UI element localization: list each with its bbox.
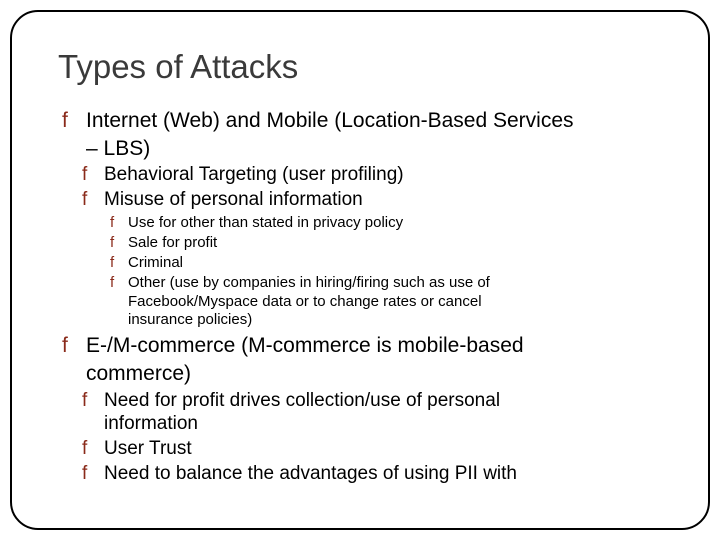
- bullet-level1-continuation: – LBS): [86, 136, 678, 162]
- bullet-level3: Sale for profit: [110, 234, 678, 252]
- bullet-level2: Need for profit drives collection/use of…: [82, 389, 678, 412]
- bullet-level3: Use for other than stated in privacy pol…: [110, 214, 678, 232]
- bullet-level1: Internet (Web) and Mobile (Location-Base…: [62, 108, 678, 134]
- bullet-level3: Other (use by companies in hiring/firing…: [110, 274, 678, 292]
- bullet-level2: Misuse of personal information: [82, 188, 678, 211]
- bullet-level2: Need to balance the advantages of using …: [82, 462, 678, 485]
- bullet-level3-continuation: insurance policies): [128, 311, 678, 329]
- bullet-level3: Criminal: [110, 254, 678, 272]
- bullet-level1: E-/M-commerce (M-commerce is mobile-base…: [62, 333, 678, 359]
- slide: Types of Attacks Internet (Web) and Mobi…: [0, 0, 720, 540]
- slide-title: Types of Attacks: [58, 48, 678, 86]
- bullet-level1-continuation: commerce): [86, 361, 678, 387]
- bullet-level2-continuation: information: [104, 412, 678, 435]
- bullet-level2: User Trust: [82, 437, 678, 460]
- slide-frame: Types of Attacks Internet (Web) and Mobi…: [10, 10, 710, 530]
- bullet-level2: Behavioral Targeting (user profiling): [82, 163, 678, 186]
- bullet-level3-continuation: Facebook/Myspace data or to change rates…: [128, 293, 678, 311]
